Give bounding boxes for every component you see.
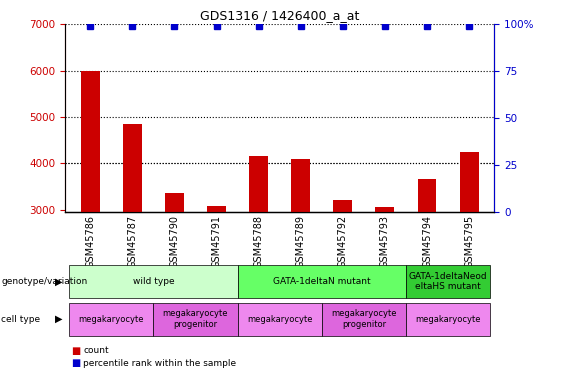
Bar — [460, 152, 479, 212]
Bar — [291, 159, 310, 212]
Text: megakaryocyte
progenitor: megakaryocyte progenitor — [331, 309, 397, 329]
Text: cell type: cell type — [1, 315, 40, 324]
Bar — [165, 194, 184, 212]
Title: GDS1316 / 1426400_a_at: GDS1316 / 1426400_a_at — [200, 9, 359, 22]
Text: genotype/variation: genotype/variation — [1, 277, 88, 286]
Bar — [207, 206, 226, 212]
Text: percentile rank within the sample: percentile rank within the sample — [83, 359, 236, 368]
Text: megakaryocyte
progenitor: megakaryocyte progenitor — [163, 309, 228, 329]
Text: ▶: ▶ — [55, 314, 62, 324]
Text: megakaryocyte: megakaryocyte — [415, 315, 481, 324]
Text: ▶: ▶ — [55, 277, 62, 286]
Bar — [123, 124, 142, 212]
Text: ■: ■ — [71, 345, 80, 355]
Bar — [418, 180, 437, 212]
Text: count: count — [83, 346, 108, 355]
Text: GATA-1deltaN mutant: GATA-1deltaN mutant — [273, 277, 371, 286]
Text: wild type: wild type — [133, 277, 174, 286]
Bar — [376, 207, 394, 212]
Bar — [81, 70, 99, 212]
Text: ■: ■ — [71, 358, 80, 368]
Text: megakaryocyte: megakaryocyte — [79, 315, 144, 324]
Bar — [249, 156, 268, 212]
Text: GATA-1deltaNeod
eltaHS mutant: GATA-1deltaNeod eltaHS mutant — [408, 272, 488, 291]
Bar — [333, 200, 353, 212]
Text: megakaryocyte: megakaryocyte — [247, 315, 312, 324]
